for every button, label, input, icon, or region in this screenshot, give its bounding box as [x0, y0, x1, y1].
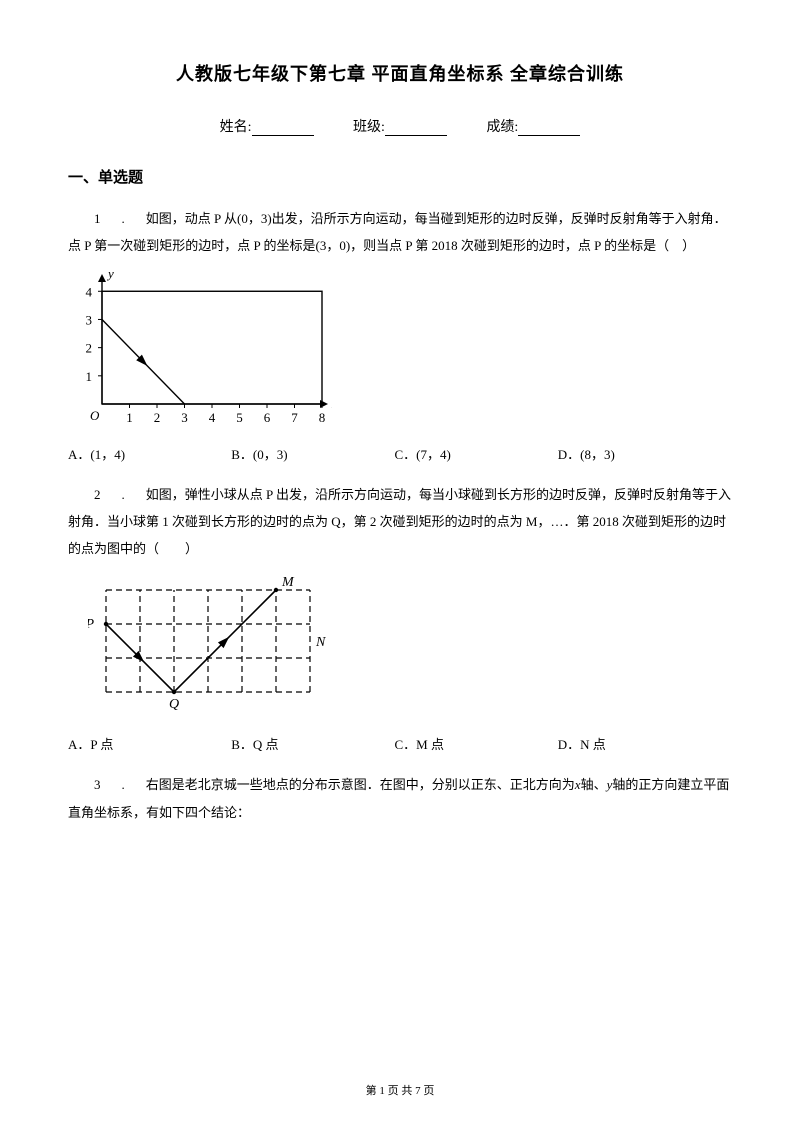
question-2-figure: P Q M N: [88, 572, 732, 720]
q1-choice-c: C．(7，4): [395, 444, 555, 463]
page-footer: 第 1 页 共 7 页: [0, 1082, 800, 1098]
svg-text:6: 6: [264, 410, 271, 425]
question-3-text-b: 轴、: [581, 777, 607, 792]
score-label: 成绩:: [486, 120, 518, 135]
info-line: 姓名: 班级: 成绩:: [68, 116, 732, 136]
svg-text:2: 2: [154, 410, 161, 425]
question-2-num: 2 .: [94, 487, 146, 502]
question-1-num: 1 .: [94, 211, 146, 226]
svg-text:1: 1: [86, 368, 93, 383]
svg-text:3: 3: [181, 410, 188, 425]
question-3-num: 3 .: [94, 777, 146, 792]
q2-grid: P Q M N: [88, 572, 342, 720]
question-1-choices: A．(1，4) B．(0，3) C．(7，4) D．(8，3): [68, 444, 732, 463]
q2-choice-a: A．P 点: [68, 734, 228, 753]
q1-choice-d: D．(8，3): [558, 444, 718, 463]
question-2: 2 . 如图，弹性小球从点 P 出发，沿所示方向运动，每当小球碰到长方形的边时反…: [68, 481, 732, 563]
svg-text:5: 5: [236, 410, 243, 425]
svg-text:N: N: [315, 635, 326, 650]
question-3-text-a: 右图是老北京城一些地点的分布示意图．在图中，分别以正东、正北方向为: [146, 777, 575, 792]
class-label: 班级:: [353, 120, 385, 135]
section-heading: 一、单选题: [68, 166, 732, 187]
q1-chart: 1 2 3 4 5 6 7 8 1 2 3 4 Ox y: [68, 270, 332, 430]
question-3: 3 . 右图是老北京城一些地点的分布示意图．在图中，分别以正东、正北方向为x轴、…: [68, 771, 732, 826]
svg-text:x: x: [331, 396, 332, 411]
q2-choice-d: D．N 点: [558, 734, 718, 753]
svg-text:P: P: [88, 617, 94, 632]
name-blank: [252, 122, 314, 136]
q2-choice-c: C．M 点: [395, 734, 555, 753]
q1-choice-a: A．(1，4): [68, 444, 228, 463]
svg-text:2: 2: [86, 340, 93, 355]
class-blank: [385, 122, 447, 136]
svg-text:1: 1: [126, 410, 133, 425]
score-blank: [518, 122, 580, 136]
q2-choice-b: B．Q 点: [231, 734, 391, 753]
svg-text:Q: Q: [169, 697, 179, 712]
q1-choice-b: B．(0，3): [231, 444, 391, 463]
question-1-text: 如图，动点 P 从(0，3)出发，沿所示方向运动，每当碰到矩形的边时反弹，反弹时…: [68, 211, 727, 253]
svg-text:7: 7: [291, 410, 298, 425]
svg-text:3: 3: [86, 312, 93, 327]
svg-text:O: O: [90, 408, 100, 423]
question-1-figure: 1 2 3 4 5 6 7 8 1 2 3 4 Ox y: [68, 270, 732, 430]
svg-text:4: 4: [86, 284, 93, 299]
question-2-choices: A．P 点 B．Q 点 C．M 点 D．N 点: [68, 734, 732, 753]
svg-text:y: y: [106, 270, 114, 281]
svg-text:8: 8: [319, 410, 326, 425]
question-2-text: 如图，弹性小球从点 P 出发，沿所示方向运动，每当小球碰到长方形的边时反弹，反弹…: [68, 487, 731, 557]
page-title: 人教版七年级下第七章 平面直角坐标系 全章综合训练: [68, 60, 732, 86]
svg-text:M: M: [281, 575, 295, 590]
svg-text:4: 4: [209, 410, 216, 425]
question-1: 1 . 如图，动点 P 从(0，3)出发，沿所示方向运动，每当碰到矩形的边时反弹…: [68, 205, 732, 260]
name-label: 姓名:: [220, 120, 252, 135]
